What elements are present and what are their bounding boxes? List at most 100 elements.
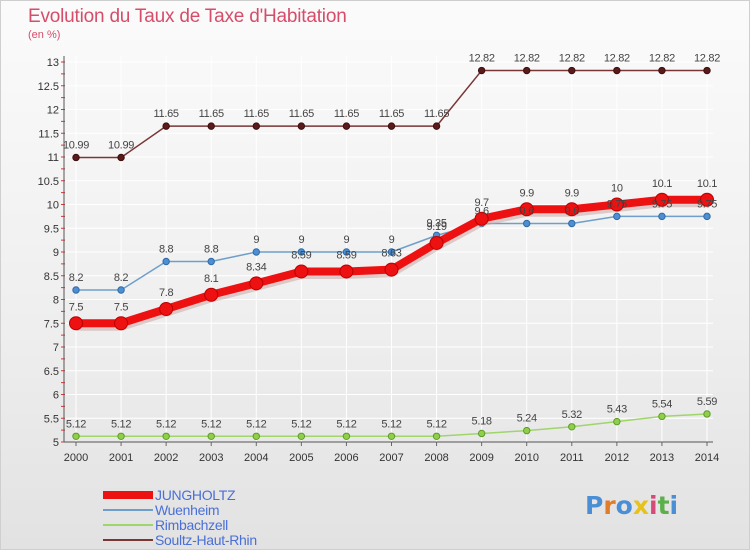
data-point-soultz-haut-rhin: [432, 122, 441, 130]
data-label-soultz-haut-rhin: 11.65: [289, 108, 314, 120]
data-label-rimbachzell: 5.12: [381, 418, 401, 430]
data-point-soultz-haut-rhin: [252, 122, 260, 130]
data-label-jungholtz: 9.9: [565, 187, 580, 199]
x-tick-label: 2009: [469, 452, 493, 464]
logo-letter: o: [615, 491, 633, 520]
data-point-rimbachzell: [117, 432, 125, 440]
data-point-jungholtz: [519, 202, 534, 217]
data-label-wuenheim: 9.6: [474, 206, 489, 218]
data-label-wuenheim: 9.75: [652, 198, 672, 210]
data-label-soultz-haut-rhin: 10.99: [108, 139, 134, 151]
data-point-jungholtz: [294, 264, 309, 279]
x-tick-label: 2012: [605, 452, 629, 464]
data-label-rimbachzell: 5.12: [111, 418, 131, 430]
data-label-wuenheim: 9: [344, 234, 350, 246]
y-tick-label: 6.5: [44, 366, 59, 378]
data-label-soultz-haut-rhin: 11.65: [424, 108, 449, 120]
data-point-soultz-haut-rhin: [613, 66, 621, 75]
x-tick-label: 2001: [109, 452, 133, 464]
data-point-jungholtz: [159, 302, 174, 316]
y-tick-label: 7: [53, 342, 59, 354]
y-tick-label: 8: [53, 295, 59, 307]
data-label-soultz-haut-rhin: 11.65: [244, 108, 269, 120]
x-tick-label: 2002: [154, 452, 178, 464]
data-point-wuenheim: [252, 248, 260, 256]
data-label-jungholtz: 7.5: [69, 301, 84, 313]
logo-letter: x: [632, 491, 649, 520]
data-point-jungholtz: [204, 287, 219, 302]
logo-letter: P: [585, 491, 604, 520]
data-label-soultz-haut-rhin: 12.82: [694, 53, 720, 65]
data-label-rimbachzell: 5.12: [246, 418, 266, 430]
data-label-soultz-haut-rhin: 10.99: [63, 139, 89, 151]
chart-unit-label: (en %): [28, 29, 61, 41]
legend-swatch-wuenheim: [103, 509, 153, 511]
data-label-wuenheim: 8.8: [204, 244, 219, 256]
x-tick-label: 2004: [244, 452, 268, 464]
y-tick-label: 11.5: [38, 128, 59, 140]
data-label-soultz-haut-rhin: 12.82: [514, 53, 540, 65]
data-label-soultz-haut-rhin: 12.82: [604, 53, 630, 65]
data-point-jungholtz: [429, 235, 444, 250]
data-label-jungholtz: 9.9: [520, 187, 535, 199]
y-tick-label: 7.5: [44, 318, 59, 330]
y-tick-label: 9: [53, 247, 59, 259]
y-tick-label: 12.5: [38, 81, 59, 93]
data-point-soultz-haut-rhin: [477, 66, 486, 75]
data-label-jungholtz: 10.1: [652, 178, 672, 190]
data-label-wuenheim: 9.35: [426, 217, 446, 229]
data-label-rimbachzell: 5.12: [156, 418, 176, 430]
data-point-wuenheim: [117, 286, 125, 294]
data-label-jungholtz: 10.1: [697, 178, 717, 190]
y-tick-label: 10.5: [38, 176, 59, 188]
data-label-rimbachzell: 5.12: [426, 418, 446, 430]
x-tick-label: 2003: [199, 452, 223, 464]
x-tick-label: 2014: [695, 452, 719, 464]
data-label-rimbachzell: 5.12: [201, 418, 221, 430]
data-point-soultz-haut-rhin: [297, 122, 306, 130]
x-tick-label: 2006: [334, 452, 358, 464]
legend-label: Soultz-Haut-Rhin: [155, 532, 257, 548]
data-point-soultz-haut-rhin: [703, 66, 711, 75]
data-label-rimbachzell: 5.43: [607, 404, 627, 416]
data-point-soultz-haut-rhin: [72, 153, 80, 162]
data-label-soultz-haut-rhin: 12.82: [469, 53, 495, 65]
data-label-wuenheim: 9.75: [697, 198, 717, 210]
x-tick-label: 2005: [289, 452, 313, 464]
data-point-jungholtz: [474, 211, 489, 226]
data-point-wuenheim: [613, 212, 621, 221]
y-tick-label: 13: [47, 57, 59, 69]
y-tick-label: 12: [47, 105, 59, 117]
data-point-rimbachzell: [477, 429, 486, 438]
data-point-jungholtz: [564, 202, 579, 217]
data-label-wuenheim: 9: [389, 234, 395, 246]
data-point-wuenheim: [703, 212, 711, 221]
data-point-jungholtz: [69, 316, 83, 331]
data-point-soultz-haut-rhin: [117, 153, 125, 162]
data-label-soultz-haut-rhin: 11.65: [379, 108, 404, 120]
x-tick-label: 2011: [560, 452, 584, 464]
data-label-rimbachzell: 5.18: [472, 415, 492, 427]
x-tick-label: 2010: [514, 452, 538, 464]
data-point-jungholtz: [609, 197, 624, 212]
data-label-rimbachzell: 5.24: [517, 413, 537, 425]
legend-swatch-rimbachzell: [103, 524, 153, 526]
data-label-jungholtz: 8.1: [204, 273, 219, 285]
data-point-rimbachzell: [613, 417, 621, 426]
data-label-jungholtz: 8.59: [291, 249, 311, 261]
data-label-jungholtz: 7.5: [114, 301, 129, 313]
data-point-jungholtz: [654, 192, 669, 207]
data-point-soultz-haut-rhin: [342, 122, 351, 130]
data-point-jungholtz: [249, 276, 264, 291]
data-point-rimbachzell: [387, 432, 396, 440]
logo-letter: r: [603, 491, 616, 520]
data-label-soultz-haut-rhin: 12.82: [559, 53, 585, 65]
data-point-wuenheim: [207, 257, 215, 266]
data-label-wuenheim: 9.75: [607, 198, 627, 210]
data-point-wuenheim: [568, 219, 576, 228]
data-point-jungholtz: [384, 262, 399, 277]
legend-swatch-soultz-haut-rhin: [103, 539, 153, 541]
data-label-jungholtz: 8.59: [336, 249, 356, 261]
data-point-rimbachzell: [252, 432, 260, 440]
